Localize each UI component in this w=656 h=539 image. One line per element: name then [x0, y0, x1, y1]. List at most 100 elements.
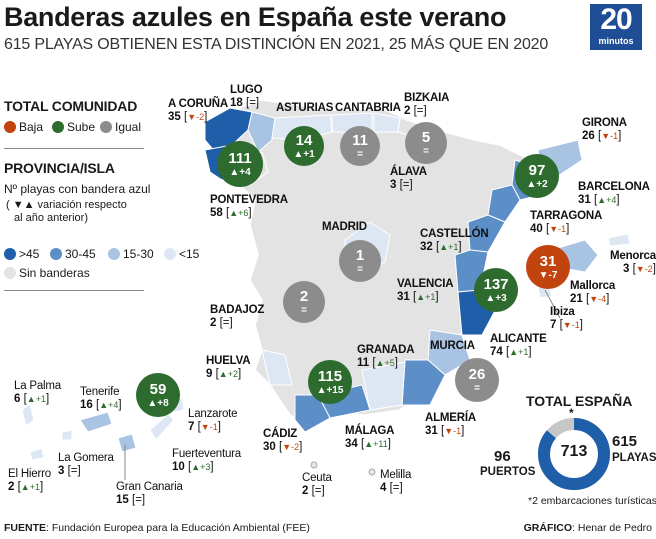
province-badajoz: BADAJOZ 2 [=] [210, 304, 265, 329]
lagomera-island [61, 429, 73, 441]
province-fuerteventura: Fuerteventura 10 [▲+3] [172, 448, 241, 473]
brand-word: minutos [598, 36, 634, 46]
brand-logo: 20 minutos [590, 4, 642, 50]
r3-swatch [108, 248, 120, 260]
lapalma-island [21, 403, 35, 427]
ceuta-marker [310, 461, 318, 469]
legend-divider [4, 148, 144, 149]
igual-label: Igual [115, 120, 142, 134]
province-almeria: ALMERÍA 31 [▼-1] [425, 412, 476, 437]
province-alava: ÁLAVA 3 [=] [390, 166, 427, 191]
granada-region [361, 361, 406, 411]
puertos-label: PUERTOS [480, 466, 536, 478]
tarragona-region [487, 184, 521, 223]
brand-number: 20 [600, 3, 632, 36]
legend-none: Sin banderas [4, 266, 90, 280]
grancanaria-island [117, 433, 137, 453]
province-ibiza: Ibiza 7 [▼-1] [550, 306, 583, 331]
legend-r1: >45 [4, 247, 39, 261]
community-canarias: 59 ▲+8 [136, 373, 180, 417]
tenerife-island [79, 411, 113, 433]
lugo-region [247, 111, 276, 153]
legend-var-line1: ( ▼▲ variación respecto [6, 199, 127, 211]
sube-swatch [52, 121, 64, 133]
r3-label: 15-30 [123, 247, 154, 261]
province-lapalma: La Palma 6 [▲+1] [14, 380, 61, 405]
province-pontevedra: PONTEVEDRA 58 [▲+6] [210, 194, 288, 219]
community-andalucia: 115 ▲+15 [308, 360, 352, 404]
community-extremadura: 2 = [283, 281, 325, 323]
fuerteventura-island [149, 413, 175, 441]
province-lugo: LUGO 18 [=] [230, 84, 263, 109]
total-donut [538, 418, 610, 490]
province-cadiz: CÁDIZ 30 [▼-2] [263, 428, 303, 453]
baja-swatch [4, 121, 16, 133]
province-lanzarote: Lanzarote 7 [▼-1] [188, 408, 238, 433]
donut-playas-slice [538, 418, 610, 490]
community-cataluna: 97 ▲+2 [515, 154, 559, 198]
province-valencia: VALENCIA 31 [▲+1] [397, 278, 454, 303]
puertos-value: 96 [494, 448, 511, 465]
province-bizkaia: BIZKAIA 2 [=] [404, 92, 450, 117]
elhierro-island [29, 447, 45, 461]
r1-label: >45 [19, 247, 40, 261]
legend-r4: <15 [164, 247, 199, 261]
sube-label: Sube [67, 120, 96, 134]
province-barcelona: BARCELONA 31 [▲+4] [578, 181, 650, 206]
page-title: Banderas azules en España este verano [4, 2, 507, 32]
castellon-region [467, 214, 506, 253]
legend-provincia-title: PROVINCIA/ISLA [4, 160, 115, 176]
province-ceuta: Ceuta 2 [=] [302, 472, 332, 497]
menorca-island [607, 233, 631, 247]
footer-source: FUENTE: Fundación Europea para la Educac… [4, 522, 310, 534]
leader-line [544, 289, 561, 319]
melilla-marker [368, 468, 376, 476]
legend-r2: 30-45 [50, 247, 96, 261]
donut-asterisk: * [569, 406, 574, 420]
total-note: *2 embarcaciones turísticas [528, 495, 656, 507]
province-castellon: CASTELLÓN 32 [▲+1] [420, 228, 489, 253]
community-valenciana: 137 ▲+3 [474, 268, 518, 312]
r2-label: 30-45 [65, 247, 96, 261]
legend-n-line: Nº playas con bandera azul [4, 182, 151, 196]
donut-center-value: 713 [560, 443, 588, 460]
community-baleares: 31 ▼-7 [526, 245, 570, 289]
r4-swatch [164, 248, 176, 260]
igual-swatch [100, 121, 112, 133]
province-menorca: Menorca 3 [▼-2] [610, 250, 656, 275]
r1-swatch [4, 248, 16, 260]
none-swatch [4, 267, 16, 279]
community-murcia: 26 = [455, 358, 499, 402]
province-granada: GRANADA 11 [▲+5] [357, 344, 415, 369]
community-asturias: 14 ▲+1 [284, 126, 324, 166]
huelva-region [261, 349, 293, 386]
baja-label: Baja [19, 120, 44, 134]
legend-r3: 15-30 [108, 247, 154, 261]
province-cantabria: CANTABRIA [335, 102, 401, 114]
legend-divider [4, 290, 144, 291]
page-subtitle: 615 PLAYAS OBTIENEN ESTA DISTINCIÓN EN 2… [4, 36, 549, 53]
legend-comunidad-title: TOTAL COMUNIDAD [4, 98, 138, 114]
province-girona: GIRONA 26 [▼-1] [582, 117, 627, 142]
province-alicante: ALICANTE 74 [▲+1] [490, 333, 547, 358]
r2-swatch [50, 248, 62, 260]
province-grancanaria: Gran Canaria 15 [=] [116, 481, 183, 506]
province-tenerife: Tenerife 16 [▲+4] [80, 386, 122, 411]
province-tarragona: TARRAGONA 40 [▼-1] [530, 210, 603, 235]
total-title: TOTAL ESPAÑA [526, 393, 633, 409]
playas-value: 615 [612, 433, 638, 450]
legend-baja: Baja [4, 120, 43, 134]
province-huelva: HUELVA 9 [▲+2] [206, 355, 251, 380]
province-asturias: ASTURIAS [276, 102, 334, 114]
r4-label: <15 [179, 247, 200, 261]
playas-label: PLAYAS [612, 452, 656, 464]
province-melilla: Melilla 4 [=] [380, 469, 412, 494]
footer-credit: GRÁFICO: Henar de Pedro [523, 522, 652, 534]
acoruna-region [204, 107, 253, 153]
province-mallorca: Mallorca 21 [▼-4] [570, 280, 616, 305]
legend-var-line2: al año anterior) [14, 212, 88, 224]
community-cantabria: 11 = [340, 126, 380, 166]
province-murcia: MURCIA [430, 340, 475, 352]
province-madrid: MADRID [322, 221, 367, 233]
none-label: Sin banderas [19, 266, 90, 280]
